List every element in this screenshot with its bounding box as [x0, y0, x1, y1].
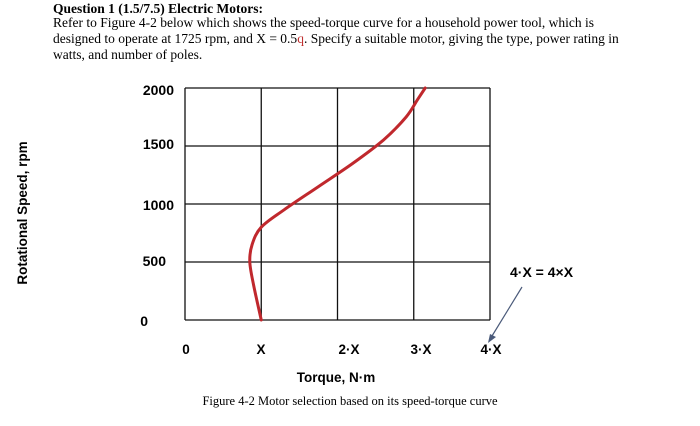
question-line-2-post: . Specify a suitable motor, giving the t… — [303, 31, 619, 46]
question-line-1: Refer to Figure 4-2 below which shows th… — [53, 15, 594, 30]
speed-torque-curve — [248, 86, 427, 322]
question-line-3: watts, and number of poles. — [53, 47, 203, 62]
x-tick-label: X — [256, 342, 266, 357]
y-tick-label: 1500 — [142, 136, 174, 152]
question-line-2-pre: designed to operate at 1725 rpm, and X =… — [53, 31, 298, 46]
annotation-pointer-line — [491, 286, 523, 337]
y-axis-label: Rotational Speed, rpm — [15, 141, 30, 285]
y-tick-label: 2000 — [142, 82, 174, 98]
chart-grid — [184, 87, 491, 321]
question-variable-q: q — [297, 31, 304, 46]
question-line-2: designed to operate at 1725 rpm, and X =… — [53, 31, 653, 47]
y-tick-label: 1000 — [142, 197, 174, 213]
question-body: Refer to Figure 4-2 below which shows th… — [53, 15, 653, 63]
question-title: Question 1 (1.5/7.5) Electric Motors: — [53, 1, 263, 16]
x-tick-label: 2·X — [338, 342, 360, 357]
figure-caption: Figure 4-2 Motor selection based on its … — [202, 394, 498, 408]
x-tick-label: 0 — [182, 342, 190, 357]
annotation-pointer-arrowhead — [488, 334, 496, 343]
x-axis-label: Torque, N·m — [296, 370, 376, 385]
x-tick-label: 3·X — [410, 342, 432, 357]
y-tick-label: 500 — [142, 253, 166, 269]
x-tick-label: 4·X — [480, 342, 502, 357]
y-tick-label: 0 — [140, 313, 148, 329]
chart-annotation: 4·X = 4×X — [510, 264, 574, 280]
